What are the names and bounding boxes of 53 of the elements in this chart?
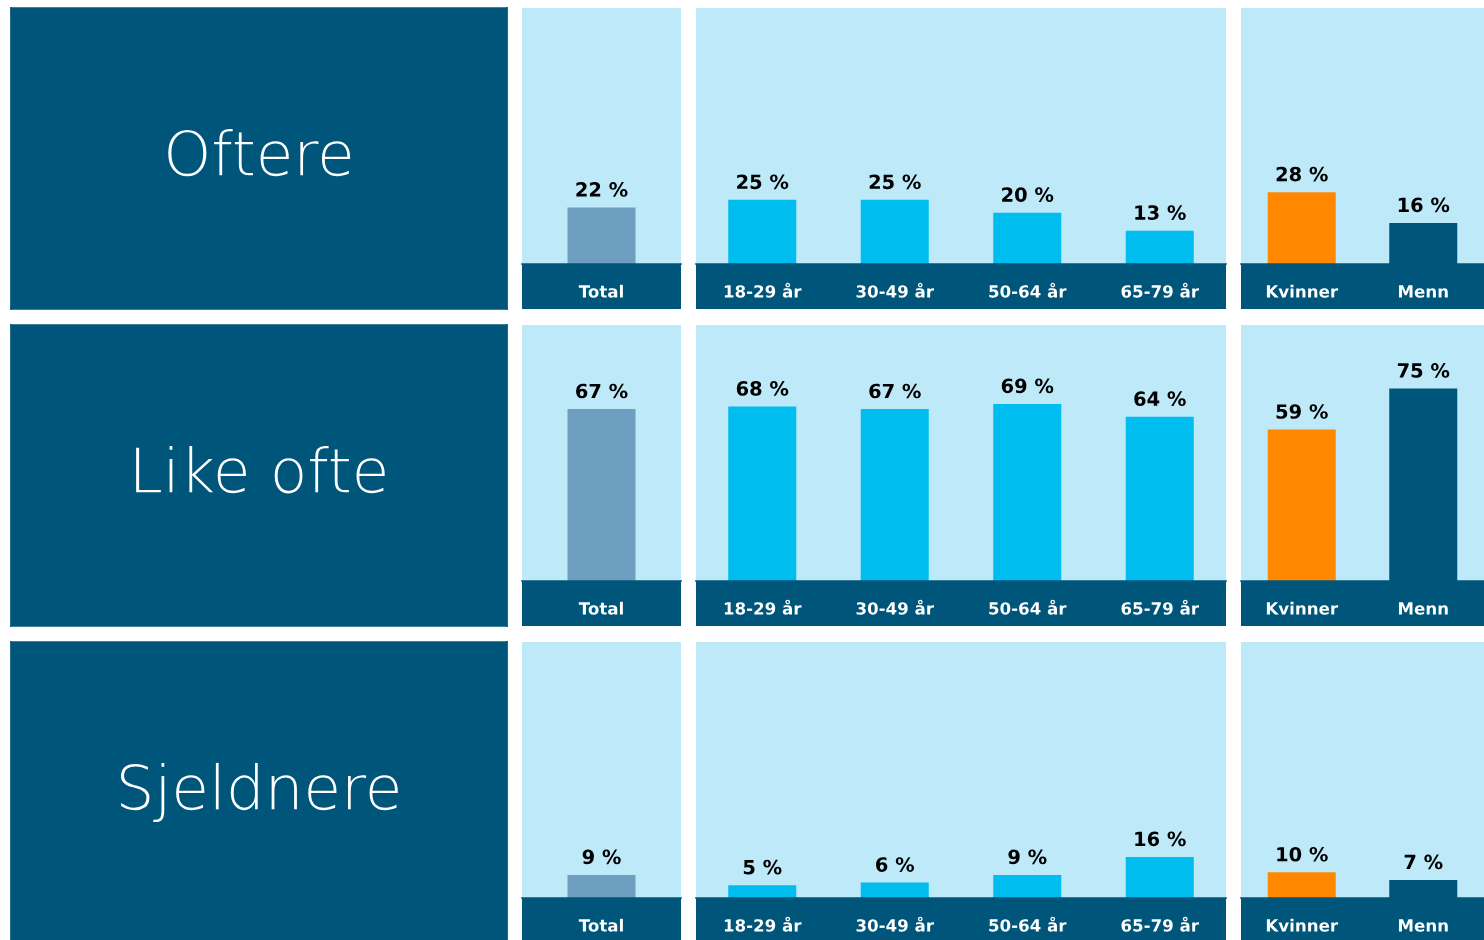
data-label: 16 %: [1135, 831, 1186, 847]
data-label: 75 %: [1397, 363, 1450, 378]
x-tick-label: 30-49 år: [856, 916, 934, 932]
text: Sjeldnere: [121, 762, 398, 823]
x-tick-label: Menn: [1398, 602, 1448, 615]
x-tick-label: Kvinner: [1266, 918, 1339, 932]
x-tick-label: Kvinner: [1266, 601, 1339, 615]
x-tick-label: Total: [578, 284, 623, 298]
data-label: 22 %: [576, 182, 628, 197]
x-tick-label: 30-49 år: [856, 599, 934, 615]
data-label: 69 %: [1001, 378, 1054, 394]
x-tick-label: 30-49 år: [856, 282, 934, 298]
bar: [860, 409, 929, 581]
data-label: 68 %: [736, 381, 789, 396]
x-tick-label: 65-79 år: [1121, 599, 1199, 615]
data-label: 5 %: [743, 859, 782, 875]
x-tick-label: 65-79 år: [1121, 282, 1199, 298]
x-tick-label: Menn: [1398, 919, 1448, 932]
data-label: 16 %: [1398, 197, 1450, 213]
x-tick-label: 18-29 år: [724, 599, 802, 615]
bar: [860, 882, 929, 898]
data-label: 25 %: [737, 174, 789, 190]
x-tick-label: 65-79 år: [1121, 916, 1199, 932]
x-tick-label: 50-64 år: [989, 282, 1067, 298]
data-label: 20 %: [1002, 187, 1054, 202]
data-label: 25 %: [869, 174, 921, 190]
x-tick-label: Kvinner: [1266, 284, 1339, 298]
text: Oftere: [168, 128, 351, 177]
bar: [728, 406, 797, 581]
data-label: 59 %: [1276, 404, 1328, 419]
bar: [728, 885, 797, 898]
x-tick-label: 18-29 år: [724, 916, 802, 932]
x-tick-label: Total: [578, 918, 623, 932]
x-tick-label: 50-64 år: [989, 599, 1067, 615]
bar: [993, 403, 1062, 581]
x-tick-label: Menn: [1398, 285, 1448, 298]
data-label: 67 %: [576, 383, 628, 399]
x-tick-label: 18-29 år: [724, 282, 802, 298]
text: Like ofte: [136, 445, 385, 494]
data-label: 9 %: [582, 849, 621, 865]
data-label: 6 %: [876, 857, 915, 872]
bar: [1125, 856, 1194, 898]
bar: [993, 874, 1062, 898]
data-label: 10 %: [1277, 846, 1328, 862]
data-label: 7 %: [1404, 854, 1443, 870]
data-label: 64 %: [1134, 391, 1186, 407]
bar: [1125, 416, 1194, 581]
data-label: 67 %: [869, 383, 921, 399]
x-tick-label: Total: [578, 601, 623, 615]
data-label: 28 %: [1276, 166, 1328, 182]
data-label: 9 %: [1008, 849, 1047, 865]
x-tick-label: 50-64 år: [989, 916, 1067, 932]
data-label: 13 %: [1135, 205, 1186, 220]
